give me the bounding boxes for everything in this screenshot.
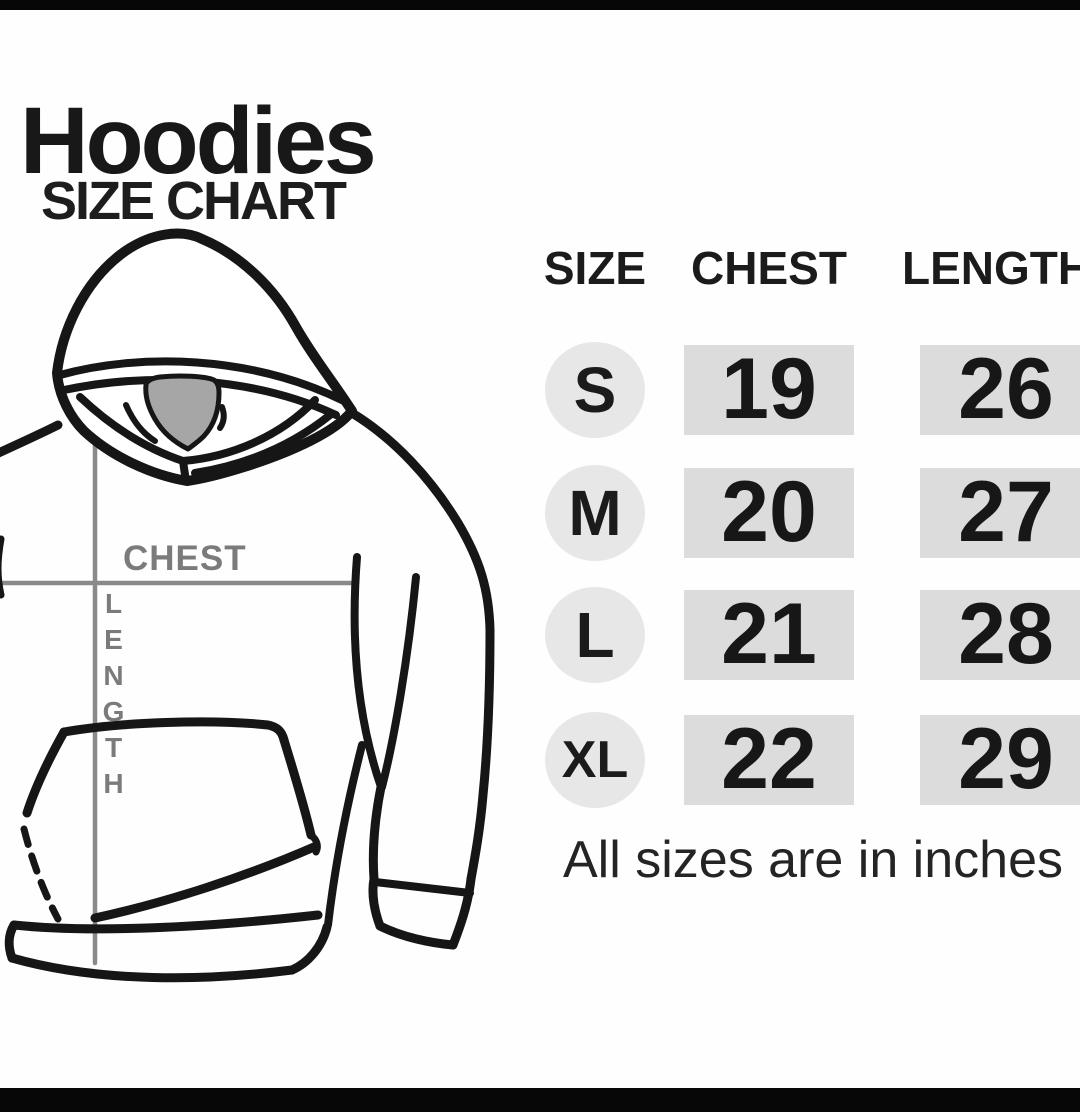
size-badge: M bbox=[545, 465, 645, 561]
hood-bottom-tail bbox=[179, 457, 190, 485]
column-header-length: LENGTH bbox=[902, 242, 1080, 294]
length-value-cell: 26 bbox=[920, 345, 1080, 435]
size-badge: S bbox=[545, 342, 645, 438]
chest-value-cell: 21 bbox=[684, 590, 854, 680]
size-badge: L bbox=[545, 587, 645, 683]
column-header-chest: CHEST bbox=[691, 242, 847, 294]
body-side-seam bbox=[324, 741, 366, 929]
hood-opening-right-edge bbox=[179, 396, 319, 465]
hood-rim-upper-fold bbox=[56, 357, 348, 405]
left-body-edge-hint bbox=[0, 535, 5, 599]
length-value-cell: 29 bbox=[920, 715, 1080, 805]
pocket-right-edge bbox=[279, 735, 316, 840]
left-shoulder-line bbox=[0, 420, 63, 458]
length-value-cell: 28 bbox=[920, 590, 1080, 680]
hood-face-area bbox=[143, 373, 222, 452]
hem-bottom-edge bbox=[7, 953, 297, 983]
bottom-letterbox-bar bbox=[0, 1088, 1080, 1112]
chest-value-cell: 19 bbox=[684, 345, 854, 435]
chest-value-cell: 20 bbox=[684, 468, 854, 558]
chest-diagram-label: CHEST bbox=[123, 539, 247, 578]
hood-cheek-crease bbox=[123, 402, 158, 444]
hem-left-edge bbox=[4, 920, 19, 963]
hem-right-edge bbox=[287, 922, 332, 975]
units-footnote: All sizes are in inches bbox=[563, 831, 1063, 889]
page-subtitle: SIZE CHART bbox=[41, 170, 347, 231]
table-row: XL 22 29 bbox=[0, 712, 1080, 811]
length-diagram-label: LENGTH bbox=[98, 588, 129, 804]
column-header-size: SIZE bbox=[543, 242, 647, 294]
sleeve-inner-lower-edge bbox=[368, 782, 386, 884]
hood-opening-right-inner bbox=[191, 411, 334, 477]
cuff-right-edge bbox=[448, 874, 476, 950]
hem-top-seam bbox=[9, 910, 323, 934]
pocket-left-edge bbox=[22, 727, 69, 818]
hood-opening-left-edge bbox=[76, 393, 187, 465]
pocket-bottom-edge bbox=[90, 842, 319, 923]
hoodie-diagram bbox=[0, 228, 495, 983]
sleeve-crease bbox=[378, 573, 420, 791]
page-title: Hoodies bbox=[20, 87, 377, 194]
top-letterbox-bar bbox=[0, 0, 1080, 10]
size-badge: XL bbox=[545, 712, 645, 808]
length-value-cell: 27 bbox=[920, 468, 1080, 558]
pocket-left-fold-dashed bbox=[20, 825, 62, 923]
pocket-top-edge bbox=[59, 717, 289, 745]
right-shoulder-sleeve-outer bbox=[347, 408, 495, 884]
sleeve-front-seam bbox=[350, 553, 385, 791]
table-row: S 19 26 bbox=[0, 342, 1080, 441]
cuff-top-seam bbox=[371, 878, 474, 897]
table-row: L 21 28 bbox=[0, 587, 1080, 686]
table-row: M 20 27 bbox=[0, 465, 1080, 564]
hood-right-crease bbox=[217, 404, 227, 431]
chest-value-cell: 22 bbox=[684, 715, 854, 805]
cuff-bottom-edge bbox=[375, 921, 458, 950]
